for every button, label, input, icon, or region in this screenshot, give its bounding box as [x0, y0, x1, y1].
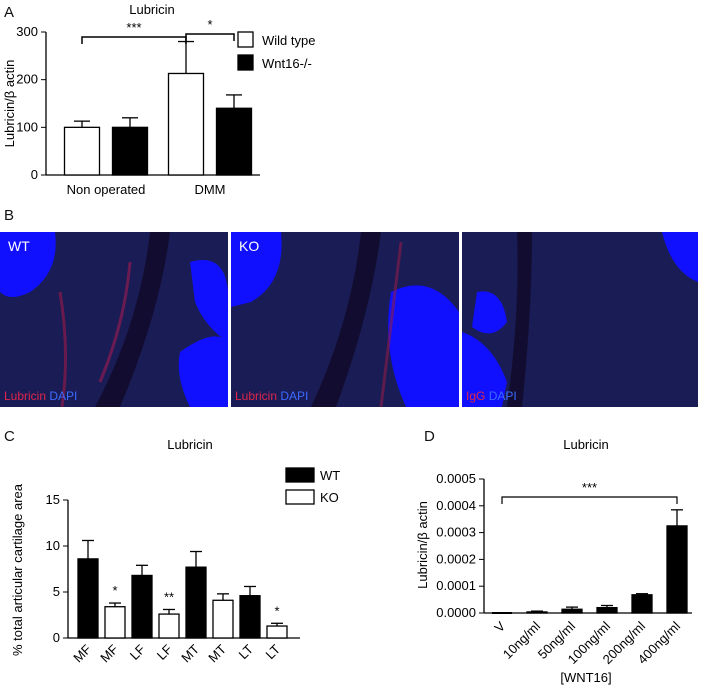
chart-d-bar	[526, 611, 548, 614]
chart-d-ytick-label: 0.0003	[436, 525, 476, 540]
chart-d-xtick-label: V	[491, 618, 508, 635]
chart-c-ytick-label: 0	[53, 630, 60, 645]
chart-a-bar	[167, 72, 205, 176]
micrograph-wt-stain: Lubricin DAPI	[4, 389, 78, 403]
chart-a-bar	[63, 126, 101, 176]
chart-a-sig-label: *	[207, 17, 212, 32]
chart-c-bar	[185, 566, 207, 639]
chart-c-bar	[239, 595, 261, 639]
chart-a-lubricin-wt-vs-wnt16: Lubricin Lubricin/β actin 0 100 200 300 Non op…	[2, 2, 315, 197]
chart-a-ytick-label: 0	[31, 167, 38, 182]
chart-c-legend-swatch	[285, 489, 315, 505]
chart-a-sig-bracket	[81, 36, 187, 44]
chart-c-sig-label: *	[274, 603, 279, 618]
chart-a-title: Lubricin	[129, 2, 175, 17]
panel-letter-b: B	[4, 207, 15, 224]
chart-c-xtick-label: LF	[154, 641, 175, 662]
chart-a-bar	[215, 107, 253, 176]
chart-c-bar	[212, 599, 234, 639]
chart-d-bar	[596, 606, 618, 614]
micrograph-wt: WT Lubricin DAPI	[0, 232, 228, 407]
chart-d-ytick-label: 0.0001	[436, 578, 476, 593]
chart-a-legend-label: Wnt16-/-	[262, 56, 312, 71]
chart-d-ylabel: Lubricin/β actin	[415, 501, 430, 589]
chart-c-bar	[104, 606, 126, 639]
chart-c-bar	[77, 558, 99, 639]
chart-c-bar	[131, 574, 153, 639]
chart-c-legend-label: WT	[320, 468, 340, 483]
chart-d-sig-bracket	[501, 496, 678, 504]
chart-a-xtick-label: Non operated	[67, 182, 146, 197]
chart-c-ytick-label: 5	[53, 584, 60, 599]
chart-c-title: Lubricin	[167, 437, 213, 452]
chart-a-bar	[111, 126, 149, 176]
chart-c-bar	[158, 613, 180, 639]
chart-c-sig-label: *	[112, 583, 117, 598]
chart-d-ytick-label: 0.0004	[436, 498, 476, 513]
micrograph-igg: IgG DAPI	[462, 232, 698, 407]
micrograph-ko: KO Lubricin DAPI	[231, 232, 459, 407]
chart-c-xtick-label: LT	[235, 641, 256, 662]
chart-c-ytick-label: 10	[46, 538, 60, 553]
panel-letter-c: C	[4, 428, 15, 445]
chart-a-sig-label: ***	[126, 20, 141, 35]
micrograph-ko-stain: Lubricin DAPI	[235, 389, 309, 403]
micrograph-wt-texture	[0, 232, 228, 407]
micrograph-ko-label: KO	[239, 238, 260, 254]
chart-d-bar	[666, 525, 688, 614]
chart-c-sig-label: **	[164, 589, 174, 604]
chart-a-legend-label: Wild type	[262, 33, 315, 48]
chart-c-bar	[266, 625, 288, 639]
micrograph-wt-label: WT	[8, 238, 30, 254]
chart-c-ylabel: % total articular cartilage area	[10, 483, 25, 656]
chart-d-ytick-label: 0.0000	[436, 605, 476, 620]
chart-d-sig-label: ***	[582, 480, 597, 495]
chart-d-bar	[561, 608, 583, 614]
chart-d-xlabel: [WNT16]	[560, 670, 611, 685]
chart-d-ytick-label: 0.0002	[436, 551, 476, 566]
chart-d-xtick-label: 10ng/ml	[500, 618, 543, 661]
chart-c-lubricin-cartilage-area: Lubricin % total articular cartilage area…	[10, 437, 340, 665]
chart-a-legend-swatch	[237, 54, 254, 71]
chart-c-xtick-label: MF	[70, 641, 94, 665]
chart-a-sig-bracket	[185, 33, 235, 41]
chart-a-ytick-label: 200	[16, 72, 38, 87]
chart-c-legend-label: KO	[320, 490, 339, 505]
chart-c-ytick-label: 15	[46, 492, 60, 507]
chart-a-ytick-label: 100	[16, 119, 38, 134]
chart-c-xtick-label: LT	[262, 641, 283, 662]
chart-c-xtick-label: MT	[178, 641, 202, 665]
chart-d-title: Lubricin	[563, 437, 609, 452]
micrograph-igg-stain: IgG DAPI	[466, 389, 517, 403]
chart-c-xtick-label: MF	[97, 641, 121, 665]
panel-letter-d: D	[424, 428, 435, 445]
panel-letter-a: A	[4, 4, 15, 21]
chart-d-bar	[631, 594, 653, 614]
chart-a-ytick-label: 300	[16, 24, 38, 39]
micrograph-ko-texture	[231, 232, 459, 407]
chart-d-ytick-label: 0.0005	[436, 471, 476, 486]
chart-a-legend-swatch	[237, 31, 254, 48]
chart-a-ylabel: Lubricin/β actin	[2, 60, 17, 148]
chart-c-legend-swatch	[285, 467, 315, 483]
chart-c-xtick-label: LF	[127, 641, 148, 662]
chart-c-xtick-label: MT	[205, 641, 229, 665]
chart-a-xtick-label: DMM	[194, 182, 225, 197]
micrograph-igg-texture	[462, 232, 698, 407]
chart-d-lubricin-wnt16-dose: Lubricin Lubricin/β actin 0.0000 0.0001 0.00…	[415, 437, 692, 685]
